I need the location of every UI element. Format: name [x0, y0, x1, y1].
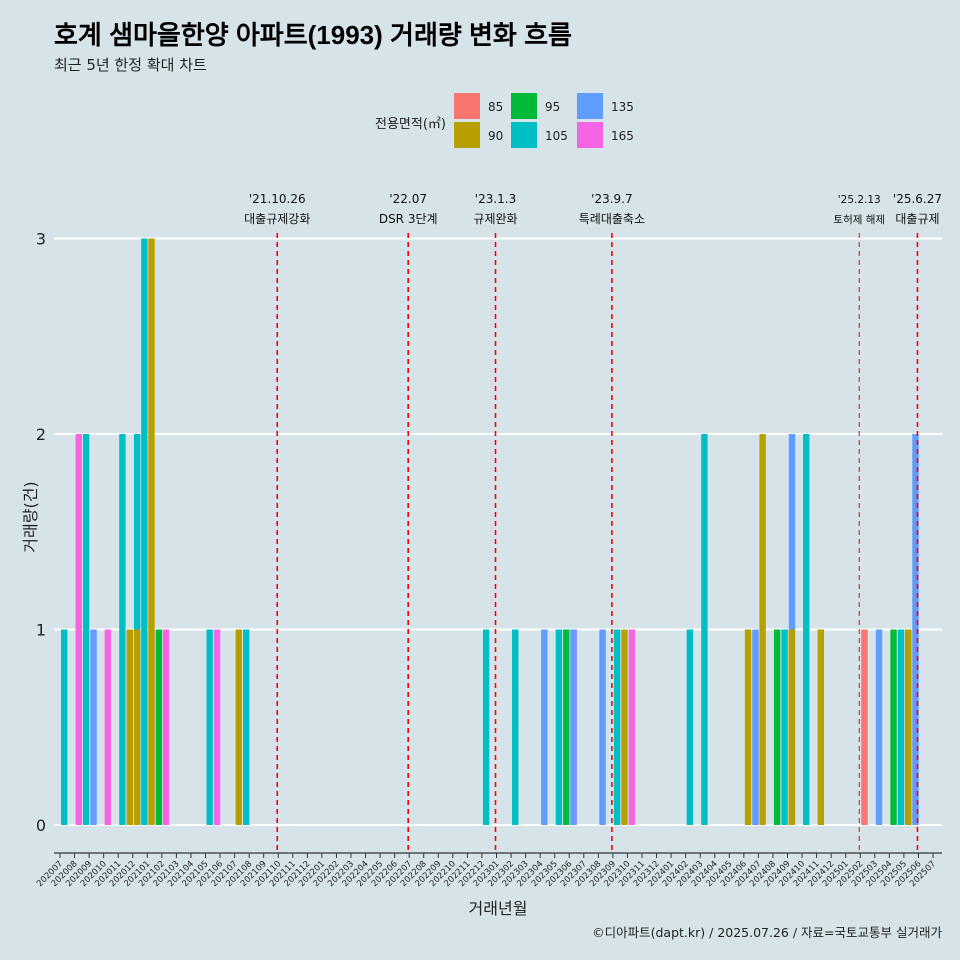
y-tick-label: 0 [36, 816, 46, 835]
bar-202107-90 [235, 629, 242, 825]
event-label: 규제완화 [473, 212, 517, 226]
event-202301: '23.1.3 규제완화 [473, 192, 518, 853]
bar-202007-105 [61, 629, 68, 825]
legend-label: 135 [611, 100, 634, 114]
bar-202308-135 [599, 629, 606, 825]
event-202207: '22.07 DSR 3단계 [379, 192, 438, 853]
bar-202505-135 [912, 434, 919, 825]
y-axis-label: 거래량(건) [21, 481, 40, 552]
legend-title: 전용면적(㎡) [375, 117, 446, 132]
legend-item-95: 95 [511, 93, 560, 119]
legend-swatch [511, 93, 537, 119]
event-label: DSR 3단계 [379, 212, 438, 226]
bar-202504-95 [890, 629, 897, 825]
legend-label: 95 [545, 100, 560, 114]
event-202110: '21.10.26 대출규제강화 [244, 192, 310, 853]
bar-202105-165 [213, 629, 221, 825]
bar-202309-105 [613, 629, 621, 825]
bar-202407-90 [759, 434, 766, 825]
legend-label: 165 [611, 129, 634, 143]
legend-label: 85 [488, 100, 503, 114]
bar-202008-165 [75, 434, 82, 825]
bar-202101-95 [155, 629, 163, 825]
event-date: '25.2.13 [838, 194, 881, 206]
bar-202107-105 [243, 629, 250, 825]
bar-202406-135 [752, 629, 759, 825]
bar-202101-90 [148, 238, 155, 825]
bar-202008-105 [82, 434, 90, 825]
event-label: 토허제 해제 [833, 213, 885, 226]
event-date: '23.9.7 [591, 192, 632, 206]
bar-202309-90 [621, 629, 628, 825]
legend-swatch [454, 122, 480, 148]
y-tick-label: 1 [36, 621, 46, 640]
bar-202503-135 [875, 629, 883, 825]
bar-202305-95 [563, 629, 570, 825]
event-date: '23.1.3 [475, 192, 516, 206]
event-label: 대출규제강화 [244, 212, 310, 226]
legend: 전용면적(㎡) 85 90 95 105 135 165 [375, 93, 634, 148]
legend-swatch [577, 122, 603, 148]
event-date: '25.6.27 [893, 192, 942, 206]
bar-202012-90 [133, 629, 141, 825]
legend-item-90: 90 [454, 122, 503, 148]
bar-202008-135 [90, 629, 97, 825]
bar-202408-105 [781, 629, 788, 825]
legend-swatch [454, 93, 480, 119]
bar-202406-90 [744, 629, 752, 825]
bar-202010-165 [104, 629, 112, 825]
bar-202304-135 [541, 629, 548, 825]
bar-202403-105 [701, 434, 708, 825]
legend-item-85: 85 [454, 93, 503, 119]
event-202309: '23.9.7 특례대출축소 [579, 192, 645, 853]
bar-202410-105 [803, 434, 810, 825]
bar-202302-105 [512, 629, 519, 825]
legend-item-135: 135 [577, 93, 634, 119]
bar-202411-90 [817, 629, 824, 825]
event-202502: '25.2.13 토허제 해제 [833, 194, 885, 853]
bar-202012-105 [141, 238, 148, 825]
bar-202402-105 [686, 629, 694, 825]
bar-202102-165 [162, 629, 170, 825]
bar-202011-105 [119, 434, 126, 825]
bar-202305-105 [555, 629, 563, 825]
legend-label: 105 [545, 129, 568, 143]
y-tick-label: 3 [36, 230, 46, 249]
event-202506: '25.6.27 대출규제 [893, 192, 942, 853]
legend-item-105: 105 [511, 122, 568, 148]
event-date: '21.10.26 [249, 192, 306, 206]
bar-202212-105 [482, 629, 490, 825]
event-label: 특례대출축소 [579, 212, 645, 226]
bar-202505-90 [904, 629, 912, 825]
chart-subtitle: 최근 5년 한정 확대 차트 [54, 56, 207, 74]
source-caption: ©디아파트(dapt.kr) / 2025.07.26 / 자료=국토교통부 실… [592, 925, 942, 940]
bar-202409-90 [788, 629, 795, 825]
bar-202504-105 [897, 629, 905, 825]
chart-title: 호계 샘마을한양 아파트(1993) 거래량 변화 흐름 [54, 20, 572, 50]
legend-item-165: 165 [577, 122, 634, 148]
legend-label: 90 [488, 129, 503, 143]
legend-swatch [511, 122, 537, 148]
bar-202408-95 [773, 629, 781, 825]
bar-202502-85 [861, 629, 868, 825]
y-tick-label: 2 [36, 425, 46, 444]
bar-202011-90 [126, 629, 133, 825]
bar-202309-165 [628, 629, 636, 825]
bar-202306-135 [570, 629, 577, 825]
legend-swatch [577, 93, 603, 119]
event-label: 대출규제 [895, 212, 939, 226]
event-date: '22.07 [389, 192, 427, 206]
x-axis-label: 거래년월 [469, 899, 528, 918]
bar-202105-105 [206, 629, 213, 825]
